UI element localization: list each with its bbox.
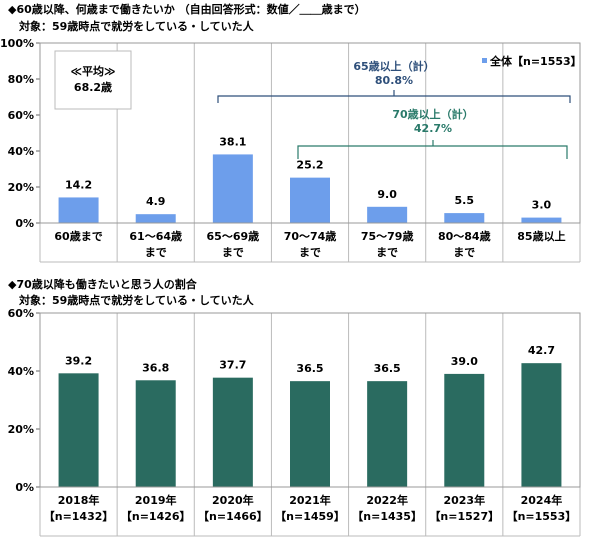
chart2-data-label: 36.5 bbox=[374, 362, 401, 375]
chart1-plot-frame bbox=[39, 42, 581, 224]
chart2-category-label: 【n=1435】 bbox=[352, 510, 422, 523]
chart1-data-label: 4.9 bbox=[146, 195, 166, 208]
chart2-bar bbox=[290, 381, 330, 487]
chart1-bar bbox=[521, 217, 562, 223]
chart2-category-label: 【n=1466】 bbox=[198, 510, 268, 523]
chart2-category-label: 2020年 bbox=[212, 493, 254, 507]
chart1-ytick-label: 40% bbox=[8, 145, 34, 158]
chart2-bar bbox=[444, 373, 485, 487]
chart1-bar bbox=[290, 177, 330, 223]
chart2-ytick-label: 40% bbox=[8, 365, 34, 378]
bracket-70-plus: 70歳以上（計） 42.7% bbox=[297, 107, 568, 159]
chart2-ytick-label: 60% bbox=[8, 307, 34, 320]
average-box: ≪平均≫ 68.2歳 bbox=[54, 50, 132, 110]
chart1-subtitle: 対象：59歳時点で就労をしている・していた人 bbox=[18, 19, 255, 33]
chart2-data-label: 36.8 bbox=[142, 361, 169, 374]
chart2-ytick-label: 20% bbox=[8, 423, 34, 436]
chart2-data-label: 42.7 bbox=[528, 344, 555, 357]
chart1-bar bbox=[58, 197, 99, 223]
bracket-65-label: 65歳以上（計） bbox=[353, 59, 434, 73]
chart2-category-label: 2018年 bbox=[58, 493, 100, 507]
chart2-category-label: 2021年 bbox=[289, 493, 331, 507]
chart2-category-label: 【n=1527】 bbox=[429, 510, 499, 523]
chart2-category-label: 2022年 bbox=[366, 493, 408, 507]
chart1-category-label: まで bbox=[453, 246, 475, 259]
chart2-category-label: 【n=1432】 bbox=[44, 510, 114, 523]
chart1-data-label: 14.2 bbox=[65, 178, 92, 191]
chart1-category-label: 60歳まで bbox=[54, 229, 102, 243]
chart1-ytick-label: 100% bbox=[0, 37, 34, 50]
chart1-bar bbox=[135, 214, 176, 223]
chart1-bar bbox=[212, 154, 253, 223]
chart1-ytick-label: 20% bbox=[8, 181, 34, 194]
chart1-bar bbox=[367, 206, 408, 223]
chart1-category-label: まで bbox=[299, 246, 321, 259]
chart2-bar bbox=[212, 377, 253, 487]
chart2-data-label: 39.0 bbox=[451, 355, 478, 368]
chart2-data-label: 39.2 bbox=[65, 354, 92, 367]
chart1-category-label: 80～84歳 bbox=[438, 229, 491, 243]
chart2-category-label: 【n=1459】 bbox=[275, 510, 345, 523]
chart1-category-label: 65～69歳 bbox=[207, 229, 260, 243]
chart1-category-label: 70～74歳 bbox=[284, 229, 337, 243]
legend-label: 全体【n=1553】 bbox=[489, 54, 582, 68]
chart1-data-label: 5.5 bbox=[455, 194, 475, 207]
chart1-ytick-label: 80% bbox=[8, 73, 34, 86]
chart2-plot-frame bbox=[39, 312, 581, 488]
chart2-ytick-label: 0% bbox=[15, 481, 34, 494]
chart1-category-label: 75～79歳 bbox=[361, 229, 414, 243]
chart2-category-label: 2023年 bbox=[443, 493, 485, 507]
bracket-65-value: 80.8% bbox=[375, 74, 413, 87]
chart2-bar bbox=[135, 380, 176, 487]
chart1-ytick-label: 60% bbox=[8, 109, 34, 122]
legend-swatch bbox=[482, 58, 487, 63]
average-label: ≪平均≫ bbox=[70, 64, 115, 78]
chart2-subtitle: 対象：59歳時点で就労をしている・していた人 bbox=[18, 293, 255, 307]
bracket-65-plus: 65歳以上（計） 80.8% bbox=[217, 59, 571, 103]
chart1-category-label: まで bbox=[376, 246, 398, 259]
chart1-bar bbox=[444, 213, 485, 223]
chart2-category-label: 【n=1426】 bbox=[121, 510, 191, 523]
chart2-category-label: 2019年 bbox=[135, 493, 177, 507]
chart1-category-label: 85歳以上 bbox=[517, 229, 565, 243]
chart1-data-label: 38.1 bbox=[219, 135, 246, 148]
chart1-data-label: 3.0 bbox=[532, 199, 552, 212]
chart1-data-label: 9.0 bbox=[377, 188, 397, 201]
chart2-data-label: 37.7 bbox=[219, 359, 246, 372]
chart2-category-label: 2024年 bbox=[521, 493, 563, 507]
chart2-bar bbox=[521, 363, 562, 487]
bracket-70-label: 70歳以上（計） bbox=[392, 107, 473, 121]
chart1-category-label: 61～64歳 bbox=[129, 229, 182, 243]
chart2-title: ◆70歳以降も働きたいと思う人の割合 bbox=[8, 277, 198, 291]
chart2-bar bbox=[367, 381, 408, 487]
chart2-data-label: 36.5 bbox=[296, 362, 323, 375]
chart1-data-label: 25.2 bbox=[296, 159, 323, 172]
bracket-70-value: 42.7% bbox=[414, 122, 452, 135]
chart1-category-label: まで bbox=[222, 246, 244, 259]
chart2-bar bbox=[58, 373, 99, 487]
chart1-ytick-label: 0% bbox=[15, 217, 34, 230]
legend: 全体【n=1553】 bbox=[482, 54, 582, 68]
chart1-category-label: まで bbox=[145, 246, 167, 259]
chart2-category-label: 【n=1553】 bbox=[507, 510, 577, 523]
average-value: 68.2歳 bbox=[74, 80, 112, 94]
chart1-title: ◆60歳以降、何歳まで働きたいか （自由回答形式：数値／＿＿歳まで） bbox=[8, 2, 366, 16]
